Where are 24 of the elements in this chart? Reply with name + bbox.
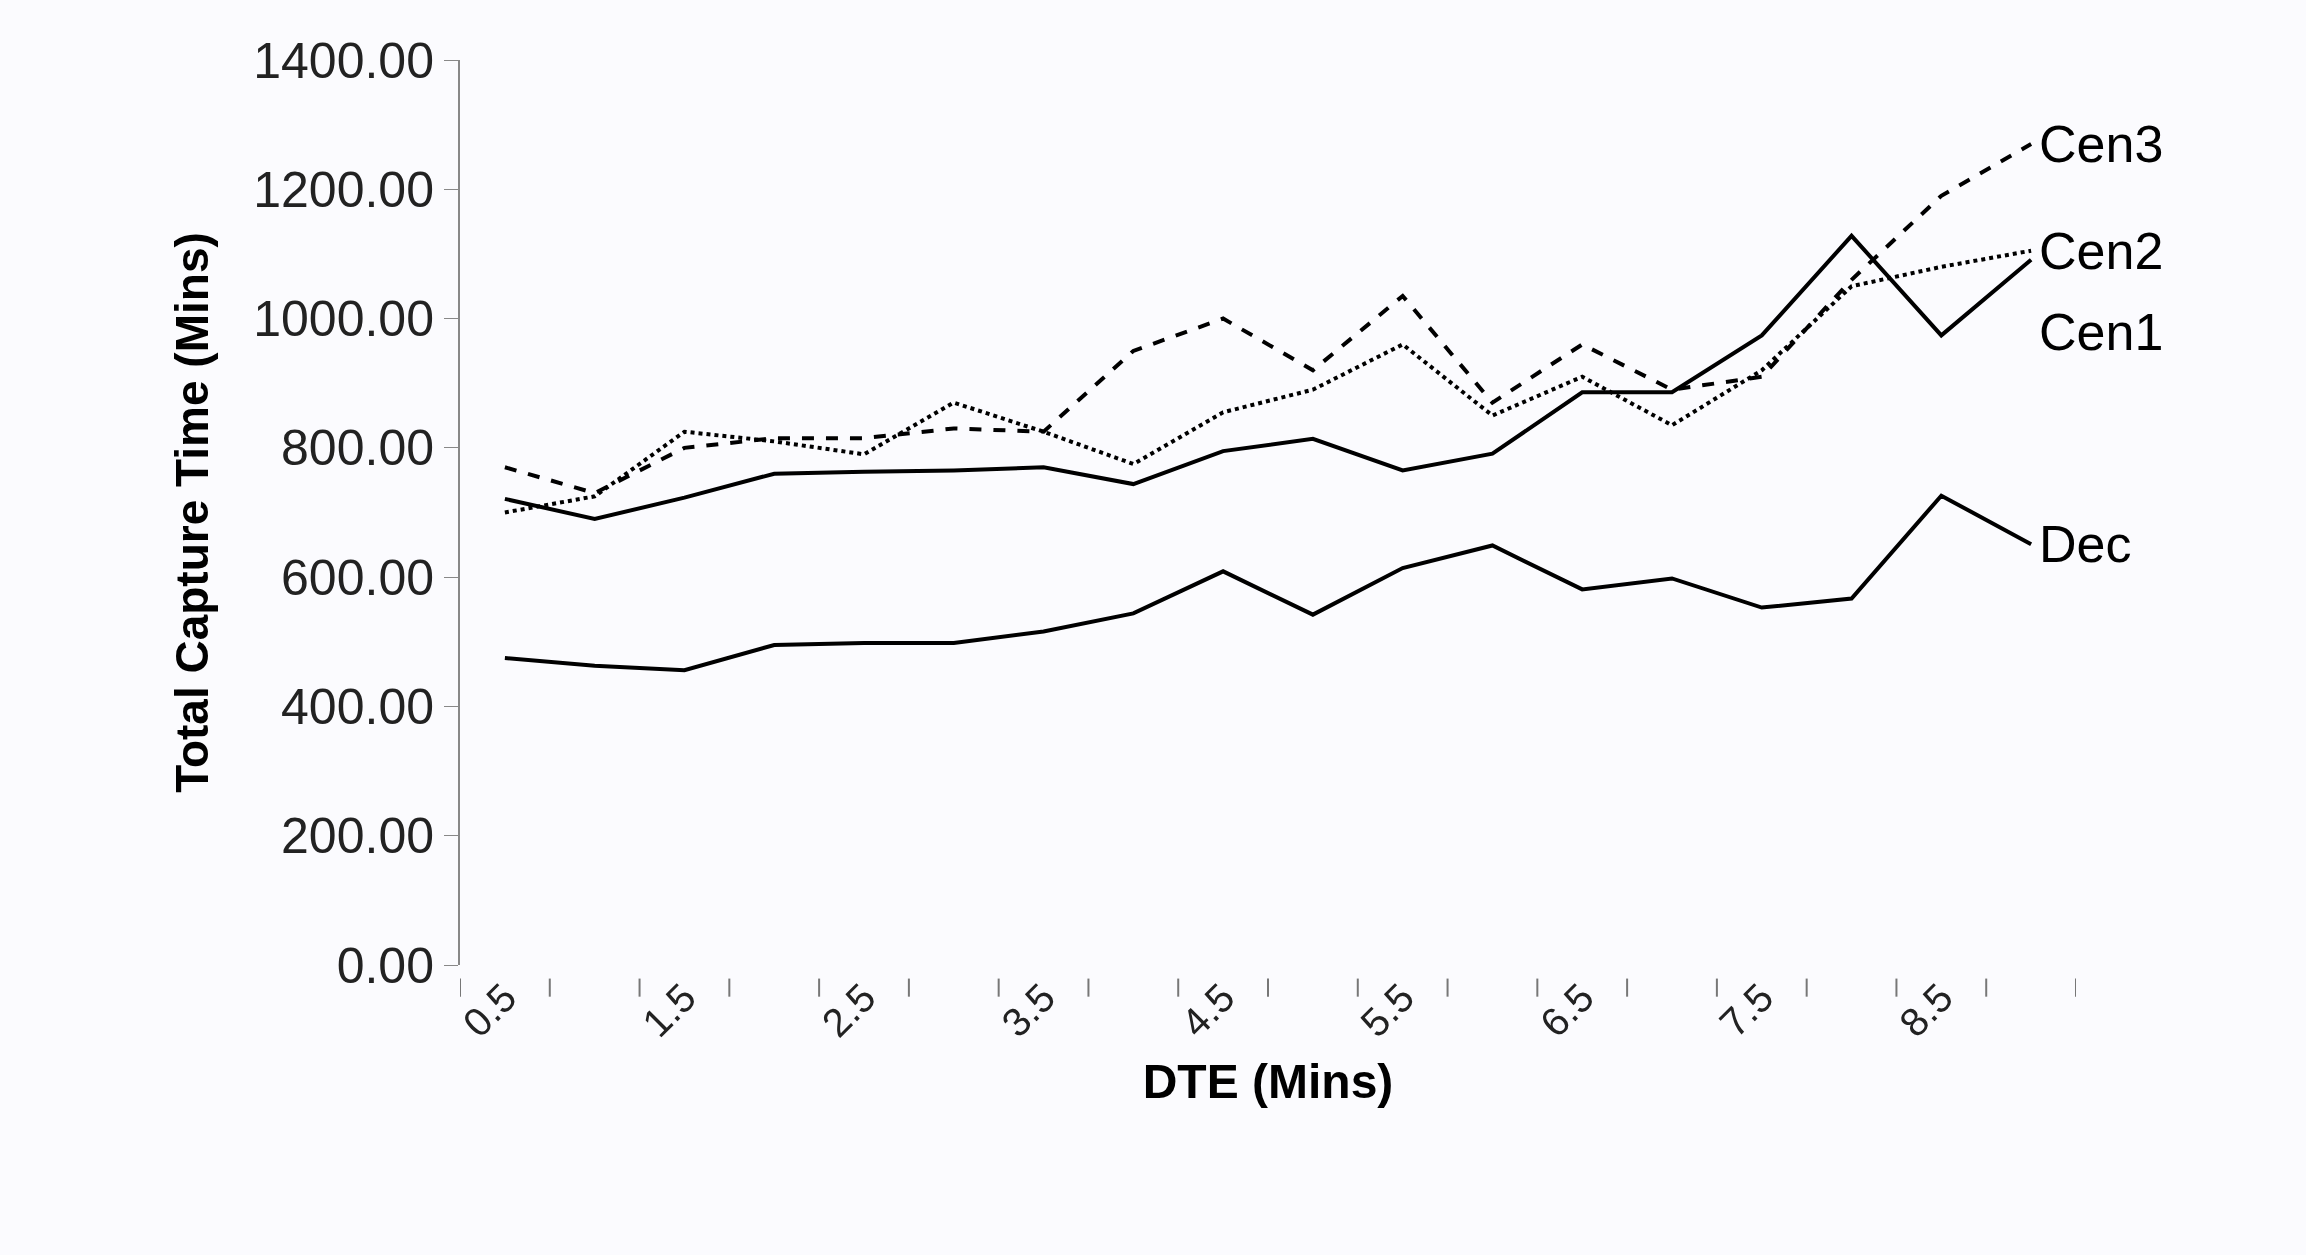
series-label: Cen2 xyxy=(2039,222,2164,280)
x-tick-label: 6.5 xyxy=(1531,974,1603,1046)
y-tick-label: 1000.00 xyxy=(253,291,434,348)
y-tick-label: 0.00 xyxy=(336,937,434,994)
x-tick-label: 0.5 xyxy=(454,974,525,1046)
series-label: Dec xyxy=(2039,515,2132,573)
series-label: Cen3 xyxy=(2039,115,2164,173)
x-tick-label: 8.5 xyxy=(1890,974,1962,1046)
x-axis-title: DTE (Mins) xyxy=(1142,1055,1394,1109)
x-tick-label: 5.5 xyxy=(1352,974,1423,1046)
x-tick-label: 3.5 xyxy=(992,974,1064,1046)
y-tick-label: 200.00 xyxy=(281,808,434,865)
x-tick-label: 7.5 xyxy=(1711,974,1782,1046)
y-tick-label: 1400.00 xyxy=(253,32,434,89)
line-series xyxy=(502,493,2034,673)
y-tick-label: 600.00 xyxy=(281,549,434,606)
x-tick-label: 2.5 xyxy=(813,974,884,1046)
series-label: Cen1 xyxy=(2039,303,2164,361)
x-tick-label: 4.5 xyxy=(1172,974,1243,1046)
y-tick-label: 400.00 xyxy=(281,678,434,735)
y-tick-label: 800.00 xyxy=(281,420,434,477)
x-tick-label: 1.5 xyxy=(633,974,705,1046)
y-tick-label: 1200.00 xyxy=(253,161,434,218)
y-axis-title: Total Capture Time (Mins) xyxy=(166,232,219,793)
